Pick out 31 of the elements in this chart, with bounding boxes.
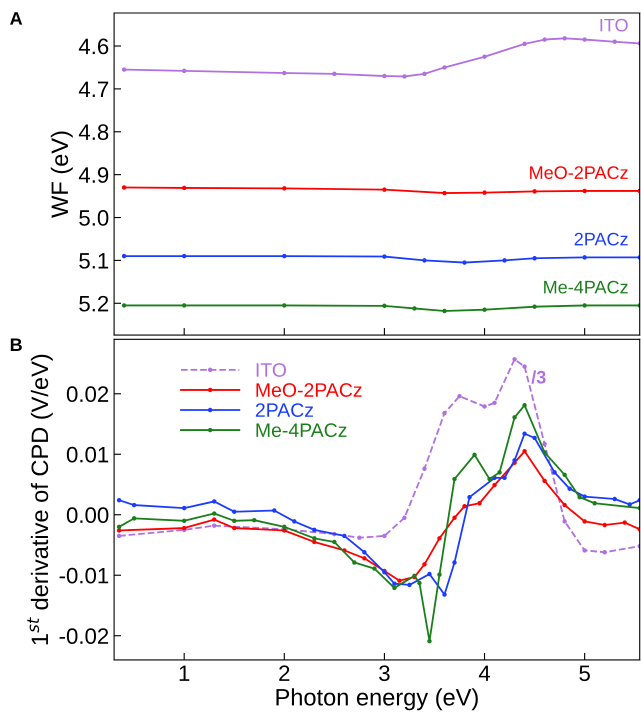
y-tick-label: -0.01: [60, 568, 108, 584]
x-tick-label: 5: [579, 666, 590, 682]
x-tick-label: 1: [180, 666, 190, 681]
y-tick-label: 0.02: [66, 386, 108, 402]
legend-label: ITO: [256, 363, 286, 377]
y-tick-label: -0.02: [60, 628, 108, 644]
y-tick-label: 4.9: [78, 167, 108, 183]
y-tick-label: 5.0: [79, 210, 108, 226]
annotation: /3: [531, 370, 546, 384]
series-label: ITO: [600, 18, 628, 32]
legend-label: 2PACz: [256, 403, 313, 417]
y-tick-label: 0.01: [66, 446, 108, 463]
legend-label: Me-4PACz: [256, 423, 346, 438]
x-tick-label: 3: [379, 665, 390, 682]
y-axis-title: 1$^{st}$ derivative of CPD (V/eV): [27, 354, 53, 644]
y-tick-label: 4.8: [78, 124, 108, 140]
series-label: 2PACz: [574, 232, 628, 246]
text: B: [10, 338, 22, 351]
text: A: [10, 12, 22, 25]
y-tick-label: 4.6: [78, 38, 108, 54]
x-tick-label: 4: [478, 666, 490, 681]
y-tick-label: 5.1: [79, 253, 108, 269]
y-axis-title: WF (eV): [50, 132, 73, 218]
series-label: MeO-2PACz: [530, 166, 628, 180]
legend-label: MeO-2PACz: [256, 383, 362, 397]
y-tick-label: 4.7: [78, 82, 108, 97]
y-tick-label: 0.00: [66, 507, 108, 524]
series-label: Me-4PACz: [544, 280, 628, 294]
y-tick-label: 5.2: [79, 296, 108, 312]
x-tick-label: 2: [279, 665, 290, 681]
x-axis-title: Photon energy (eV): [276, 688, 478, 710]
